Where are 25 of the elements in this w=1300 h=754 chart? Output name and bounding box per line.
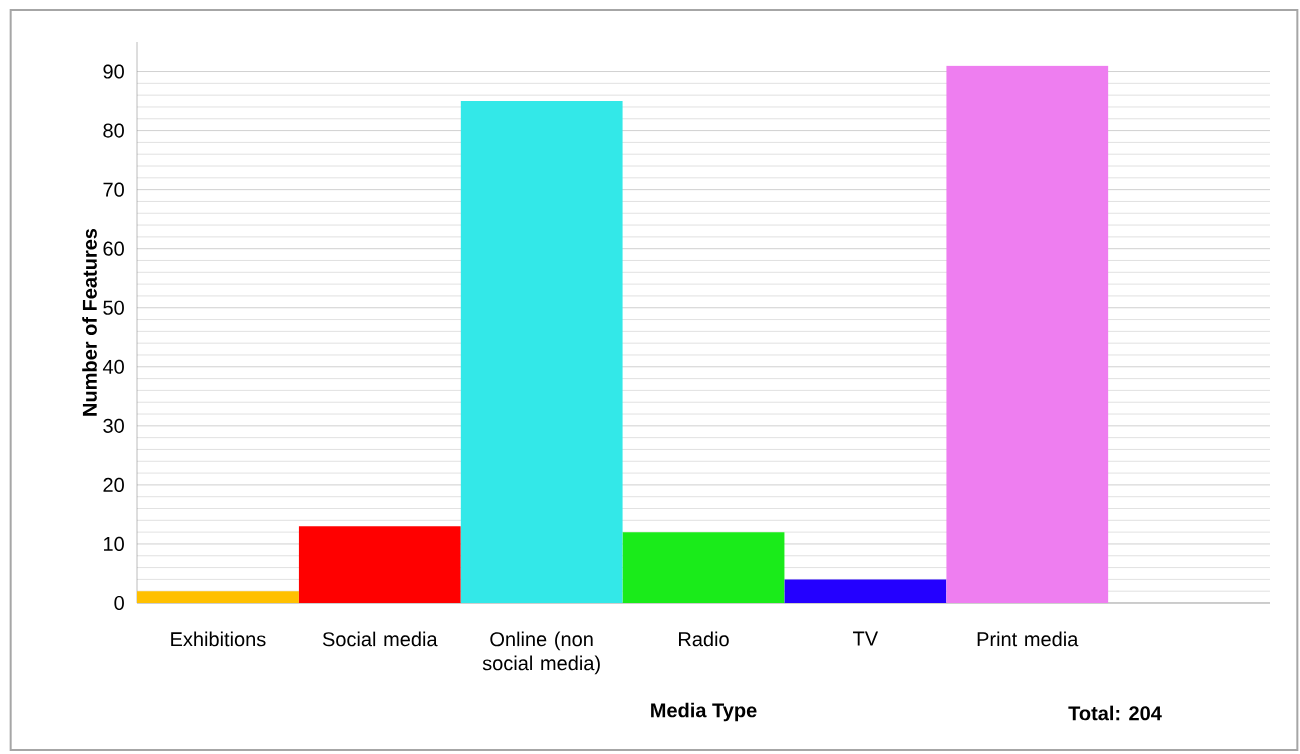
y-tick-label: 90 [103,64,124,79]
y-tick-label: 80 [103,123,124,138]
bar [137,591,299,603]
y-tick-label: 10 [104,536,124,552]
x-tick-label: Online (non social media) [482,631,600,675]
x-tick-label: Print media [977,631,1079,647]
y-tick-label: 50 [103,300,124,315]
y-tick-label: 30 [103,418,124,433]
x-tick-label: Social media [322,631,438,647]
y-axis-title: Number of Features [82,228,97,416]
y-tick-label: 40 [102,359,124,374]
bar [460,101,623,603]
x-tick-label: Radio [679,631,729,647]
x-tick-label: TV [853,631,879,646]
x-tick-label: Exhibitions [171,631,266,647]
y-tick-label: 20 [103,477,124,492]
text: Total: 204 [1068,705,1162,721]
bar [946,65,1109,603]
bar [622,532,785,603]
y-tick-label: 60 [103,241,124,256]
y-tick-label: 0 [114,595,124,611]
y-tick-label: 70 [103,182,124,197]
x-axis-title: Media Type [651,702,757,722]
bar [298,526,461,603]
bar [784,579,947,603]
